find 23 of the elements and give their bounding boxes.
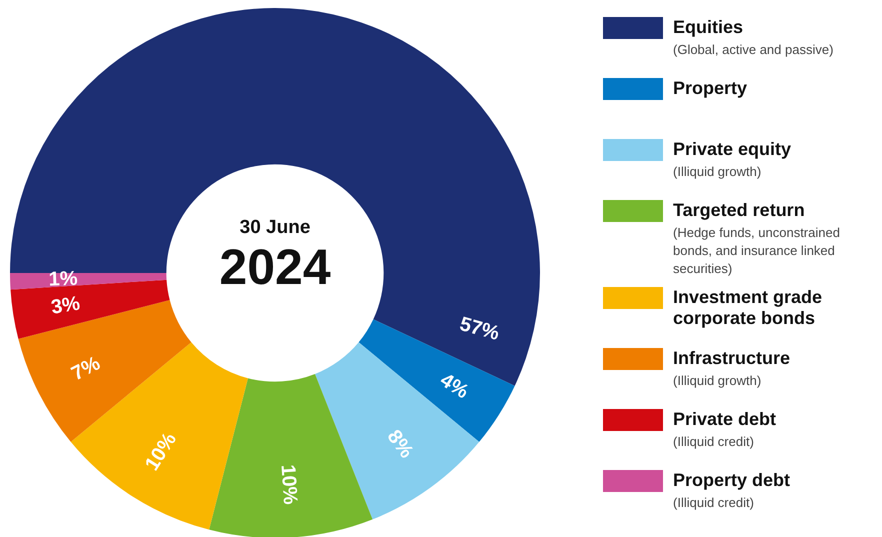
- legend-label: Infrastructure: [673, 348, 790, 369]
- text: (Illiquid credit): [673, 495, 754, 510]
- legend-label: Targeted return: [673, 200, 806, 221]
- data-label: 7%: [68, 352, 104, 386]
- text: (Hedge funds, unconstrained bonds, and insurance linked securities): [673, 225, 840, 276]
- legend-label: Private equity: [673, 139, 792, 160]
- data-label: 10%: [276, 464, 302, 506]
- text: (Global, active and passive): [673, 42, 834, 57]
- data-label: 57%: [457, 313, 502, 346]
- legend-label: Private debt: [673, 409, 776, 430]
- text: (Illiquid credit): [673, 434, 754, 449]
- text: 2024: [219, 238, 331, 295]
- text: (Illiquid growth): [673, 164, 762, 179]
- data-label: 1%: [48, 268, 78, 291]
- legend-label: Property debt: [673, 470, 790, 491]
- legend-label: Property: [673, 78, 748, 99]
- data-label: 4%: [436, 369, 473, 404]
- legend-label: Equities: [673, 17, 744, 38]
- text: 30 June: [240, 217, 310, 238]
- text: (Illiquid growth): [673, 373, 762, 388]
- legend-label: Investment grade corporate bonds: [673, 287, 824, 329]
- data-label: 3%: [50, 292, 82, 319]
- data-label: 8%: [382, 426, 418, 463]
